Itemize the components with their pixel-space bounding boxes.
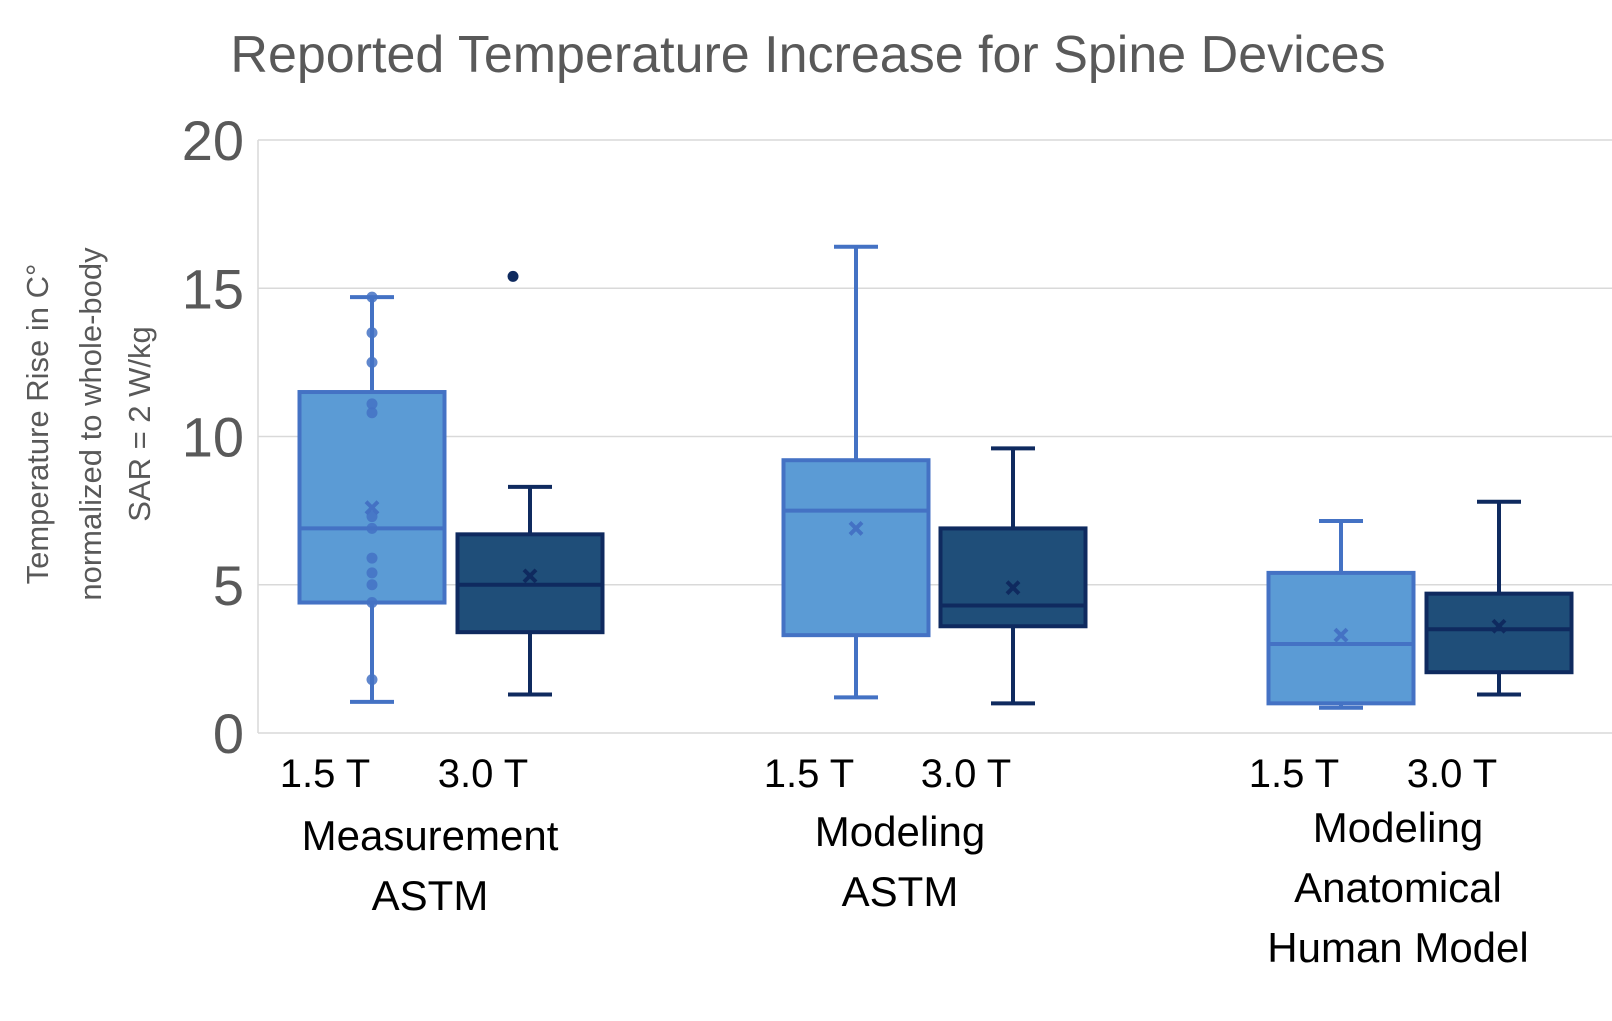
group-label-line: ASTM	[372, 872, 489, 919]
group-label-line: Measurement	[302, 812, 559, 859]
y-axis-title-line-2: normalized to whole-body	[73, 247, 108, 601]
field-strength-label: 3.0 T	[921, 752, 1011, 796]
group-label-line: Anatomical	[1294, 864, 1502, 911]
data-point	[366, 597, 378, 609]
mean-marker	[848, 521, 864, 536]
group-label-line: Modeling	[815, 808, 985, 855]
box-group	[297, 270, 605, 704]
box-plot	[297, 291, 447, 704]
data-point	[366, 567, 378, 579]
y-axis-title: Temperature Rise in C° normalized to who…	[20, 247, 157, 601]
mean-marker-stroke	[364, 500, 380, 516]
box-iqr	[781, 458, 931, 638]
box-plot	[1424, 499, 1574, 697]
data-point	[366, 291, 378, 303]
box-group	[1266, 499, 1574, 710]
mean-marker	[1005, 580, 1021, 596]
outlier-point	[507, 270, 519, 282]
data-point	[366, 552, 378, 564]
box-group	[781, 244, 1088, 706]
data-point	[366, 579, 378, 591]
group-label-line: Modeling	[1313, 804, 1483, 851]
y-tick-label: 0	[213, 702, 244, 765]
mean-marker-stroke	[1005, 580, 1021, 596]
data-point	[366, 511, 378, 523]
x-category-labels: 1.5 T 3.0 T Measurement ASTM 1.5 T 3.0 T Model…	[280, 752, 1529, 971]
mean-marker-stroke	[1491, 618, 1507, 634]
data-point	[366, 407, 378, 419]
box-iqr	[1424, 591, 1574, 675]
group-label-line: Human Model	[1267, 924, 1528, 971]
mean-marker-stroke	[848, 521, 864, 536]
field-strength-label: 1.5 T	[764, 752, 854, 796]
data-point	[366, 356, 378, 368]
field-strength-label: 1.5 T	[1249, 752, 1339, 796]
data-point	[366, 522, 378, 534]
box-plot	[455, 270, 605, 697]
data-point	[366, 398, 378, 410]
y-tick-label: 15	[182, 257, 244, 320]
mean-marker-stroke	[522, 568, 538, 584]
mean-marker	[1333, 627, 1349, 643]
mean-marker	[364, 500, 380, 516]
box-plot	[938, 446, 1088, 706]
group-label-line: ASTM	[842, 868, 959, 915]
box-plots	[297, 244, 1574, 710]
y-axis-title-line-3: SAR = 2 W/kg	[122, 326, 157, 522]
y-tick-labels: 0 5 10 15 20	[182, 109, 244, 765]
box-iqr	[938, 526, 1088, 629]
field-strength-label: 3.0 T	[438, 752, 528, 796]
mean-marker	[1491, 618, 1507, 634]
mean-marker	[522, 568, 538, 584]
box-iqr	[1266, 570, 1416, 706]
chart-title: Reported Temperature Increase for Spine …	[230, 26, 1385, 84]
field-strength-label: 1.5 T	[280, 752, 370, 796]
y-tick-label: 20	[182, 109, 244, 172]
data-point	[366, 674, 378, 686]
box-plot	[1266, 519, 1416, 710]
y-tick-label: 10	[182, 406, 244, 469]
data-point	[366, 327, 378, 339]
y-axis-title-line-1: Temperature Rise in C°	[20, 264, 55, 585]
box-plot	[781, 244, 931, 700]
y-tick-label: 5	[213, 554, 244, 617]
mean-marker-stroke	[1333, 627, 1349, 643]
field-strength-label: 3.0 T	[1407, 752, 1497, 796]
